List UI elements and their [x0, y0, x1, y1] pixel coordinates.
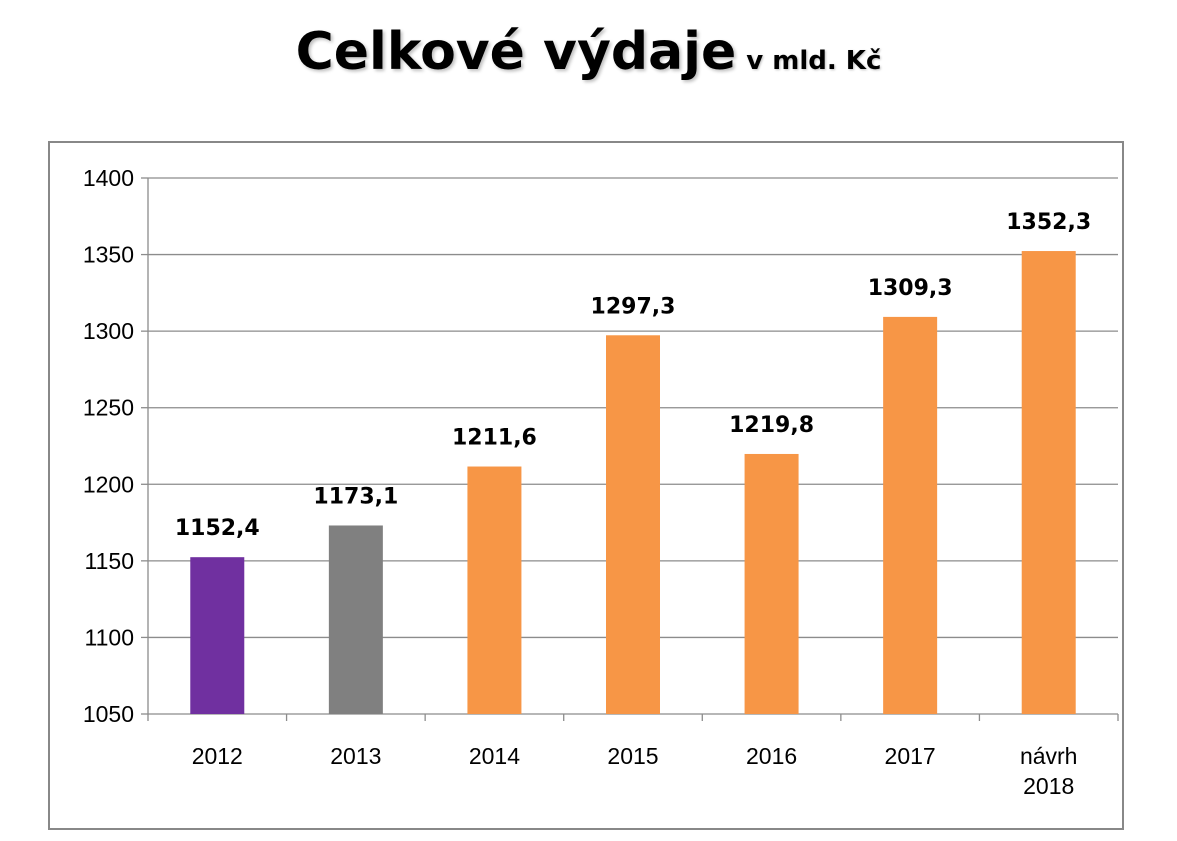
- x-tick-label: 2017: [885, 743, 936, 769]
- x-tick-label: návrh: [1020, 743, 1078, 769]
- chart-title-unit: v mld. Kč: [746, 46, 882, 76]
- bar: [883, 316, 938, 714]
- y-tick-label: 1150: [85, 548, 134, 574]
- data-label: 1309,3: [868, 276, 953, 301]
- data-label: 1152,4: [175, 516, 260, 541]
- chart-frame: [48, 141, 1124, 830]
- bar: [606, 335, 660, 714]
- data-label: 1297,3: [591, 294, 676, 319]
- bar: [328, 525, 383, 714]
- x-tick-label: 2016: [746, 743, 797, 769]
- y-tick-label: 1350: [83, 242, 134, 268]
- bar: [1021, 251, 1076, 715]
- x-tick-label: 2012: [192, 743, 243, 769]
- data-label: 1173,1: [313, 484, 398, 509]
- x-tick-label: 2015: [607, 743, 658, 769]
- y-tick-label: 1400: [83, 165, 134, 191]
- data-label: 1211,6: [452, 426, 537, 451]
- chart-title: Celkové výdaje v mld. Kč: [0, 22, 1177, 82]
- y-tick-label: 1050: [83, 701, 134, 727]
- y-tick-label: 1100: [85, 624, 134, 650]
- x-tick-label: 2018: [1023, 773, 1074, 799]
- x-tick-label: 2014: [469, 743, 520, 769]
- data-label: 1219,8: [729, 413, 814, 438]
- bar: [467, 466, 522, 714]
- x-tick-label: 2013: [330, 743, 381, 769]
- data-label: 1352,3: [1006, 210, 1091, 235]
- chart-title-main: Celkové výdaje: [295, 22, 737, 82]
- bar: [190, 557, 245, 714]
- bar: [744, 453, 799, 714]
- y-tick-label: 1250: [83, 395, 134, 421]
- y-tick-label: 1300: [83, 318, 134, 344]
- y-tick-label: 1200: [83, 471, 134, 497]
